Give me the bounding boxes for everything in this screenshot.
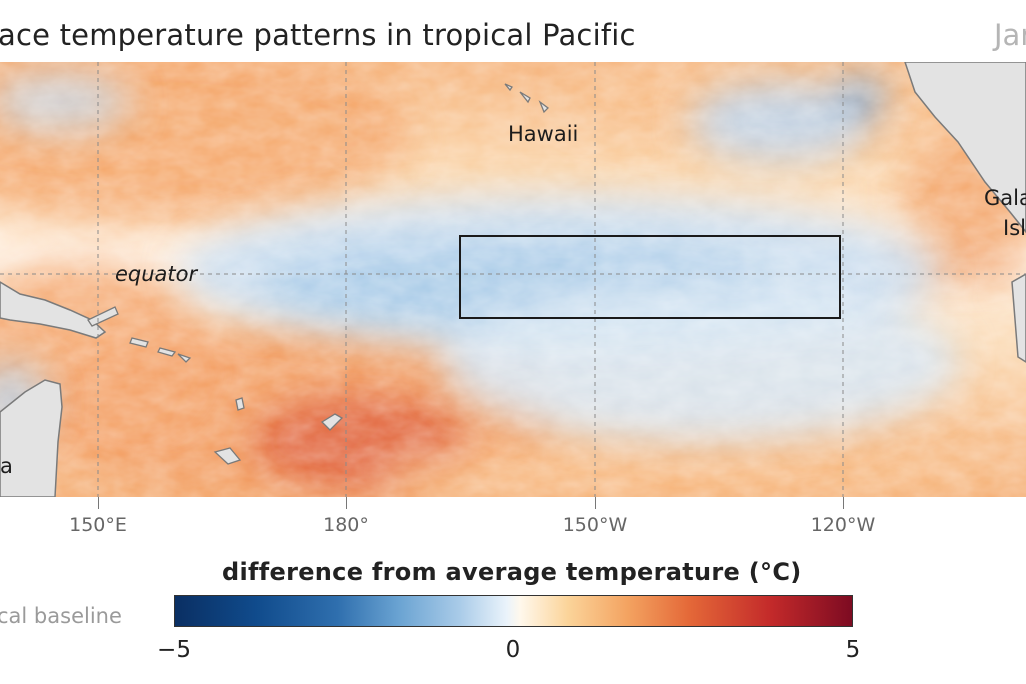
lon-tick-180 [346, 497, 347, 509]
date-label: Jan [994, 18, 1026, 52]
texture [0, 62, 1026, 497]
colorbar-tick-max: 5 [845, 637, 861, 663]
baseline-label: cal baseline [0, 604, 122, 628]
colorbar [174, 595, 853, 627]
lon-tick-150e [98, 497, 99, 509]
land-new-guinea [0, 281, 107, 339]
lon-label-150e: 150°E [69, 514, 127, 536]
map-title: ace temperature patterns in tropical Pac… [0, 18, 636, 52]
pacific-islands [87, 83, 549, 465]
land-south-america [1011, 273, 1026, 363]
galapagos-label-line2: Isl [1003, 216, 1026, 240]
lon-label-120w: 120°W [810, 514, 876, 536]
land-australia [0, 379, 63, 497]
lon-tick-150w [595, 497, 596, 509]
hawaii-label: Hawaii [508, 122, 579, 146]
lon-tick-120w [843, 497, 844, 509]
colorbar-tick-min: −5 [157, 637, 191, 663]
colorbar-tick-mid: 0 [505, 637, 521, 663]
lon-label-150w: 150°W [562, 514, 628, 536]
land-label-fragment: a [0, 454, 13, 478]
land-mexico [904, 62, 1026, 234]
galapagos-label-line1: Gala [984, 186, 1026, 210]
equator-label: equator [115, 262, 198, 286]
graticule [0, 62, 1026, 497]
sst-anomaly-map: Hawaii equator Gala Isl a [0, 62, 1026, 497]
map-canvas [0, 62, 1026, 497]
lon-label-180: 180° [323, 514, 369, 536]
nino34-box [459, 235, 841, 319]
legend-title: difference from average temperature (°C) [222, 558, 802, 586]
